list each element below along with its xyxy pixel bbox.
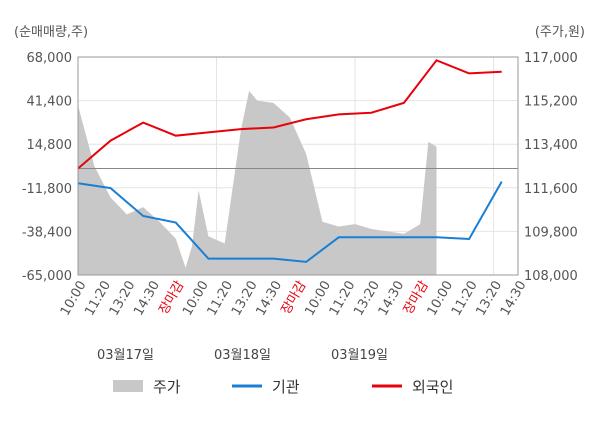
- date-labels: 03월17일 03월18일 03월19일: [97, 348, 388, 363]
- legend-swatch-price: [113, 380, 143, 392]
- left-tick-label: -65,000: [22, 269, 72, 284]
- institution-line: [77, 181, 503, 263]
- right-tick-label: 113,400: [524, 138, 578, 153]
- legend-label: 기관: [272, 378, 300, 396]
- x-tick-label: 14:30: [131, 279, 163, 319]
- right-tick-label: 115,200: [524, 95, 578, 110]
- left-axis: 68,000 41,400 14,800 -11,800 -38,400 -65,000: [22, 51, 72, 284]
- left-tick-label: -38,400: [22, 225, 72, 240]
- legend: 주가 기관 외국인: [113, 378, 453, 396]
- left-tick-label: -11,800: [22, 182, 72, 197]
- right-tick-label: 111,600: [524, 182, 578, 197]
- left-tick-label: 14,800: [27, 138, 73, 153]
- right-tick-label: 109,800: [524, 225, 578, 240]
- legend-label: 외국인: [412, 378, 453, 396]
- x-axis: 10:0011:2013:2014:30장마감10:0011:2013:2014…: [58, 278, 530, 318]
- x-tick-label: 14:30: [253, 279, 285, 319]
- x-tick-label: 14:30: [498, 279, 530, 319]
- foreign-line: [77, 59, 502, 170]
- plot-frame: [77, 56, 519, 276]
- price-area: [78, 90, 437, 276]
- date-label: 03월19일: [331, 348, 388, 363]
- right-tick-label: 117,000: [524, 51, 578, 66]
- date-label: 03월18일: [214, 348, 271, 363]
- left-tick-label: 41,400: [27, 95, 73, 110]
- right-axis-unit: (주가,원): [535, 25, 585, 40]
- left-axis-unit: (순매매량,주): [14, 25, 88, 40]
- legend-label: 주가: [153, 378, 181, 396]
- right-axis: 117,000 115,200 113,400 111,600 109,800 108,0…: [524, 51, 578, 284]
- left-tick-label: 68,000: [27, 51, 73, 66]
- x-tick-label: 14:30: [376, 279, 408, 319]
- right-tick-label: 108,000: [524, 269, 578, 284]
- date-label: 03월17일: [97, 348, 154, 363]
